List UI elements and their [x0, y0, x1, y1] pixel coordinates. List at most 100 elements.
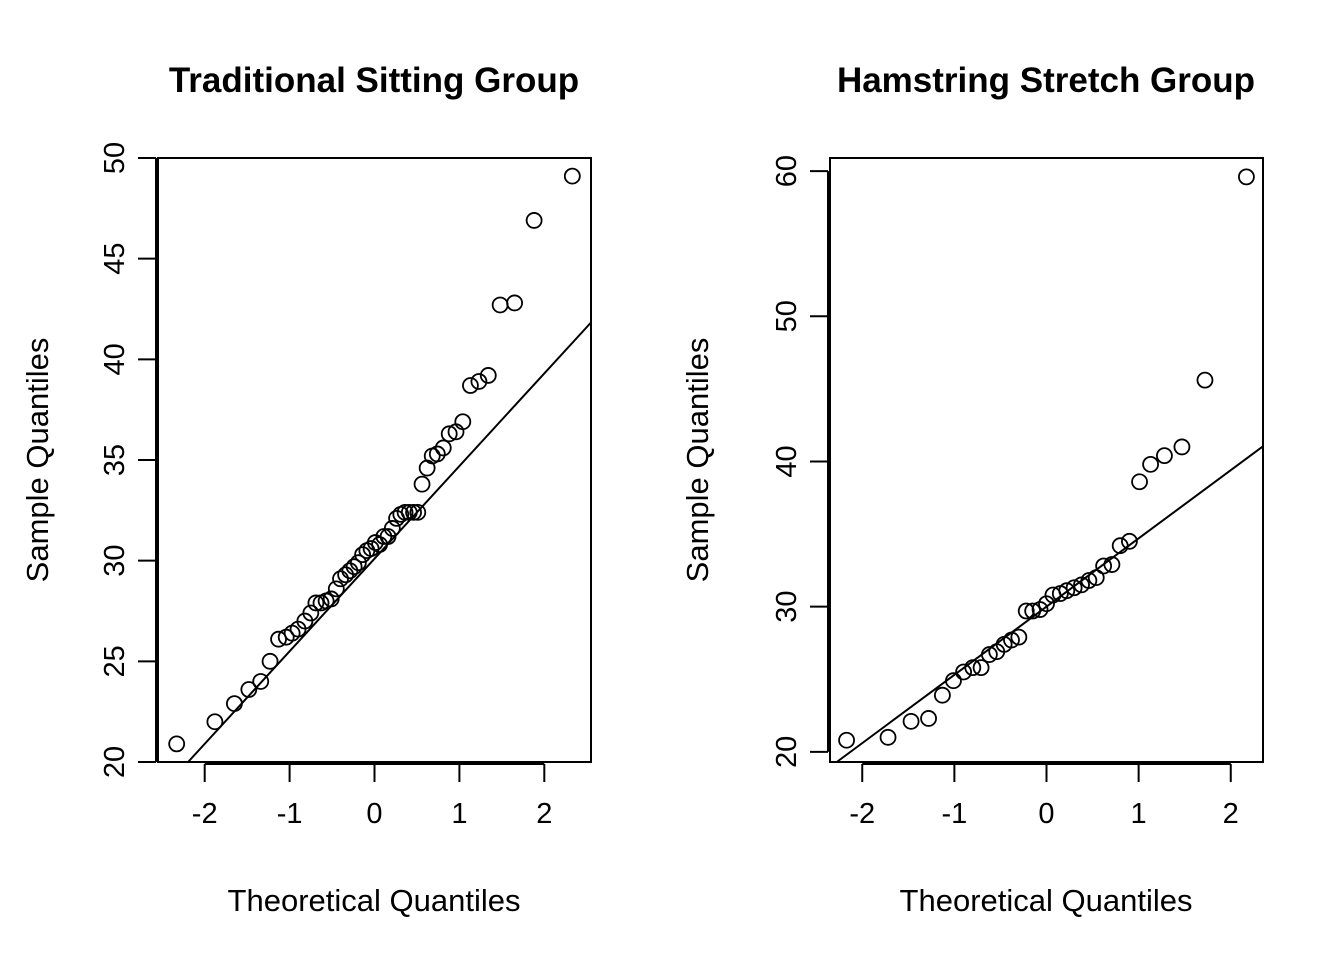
- x-tick-label: 2: [536, 798, 552, 830]
- data-point: [1142, 455, 1160, 473]
- data-point: [405, 503, 422, 521]
- data-point: [168, 735, 186, 753]
- data-point: [491, 296, 509, 314]
- y-tick-label: 50: [99, 142, 131, 174]
- data-point: [307, 594, 325, 612]
- panel-traditional-sitting: Traditional Sitting Group Theoretical Qu…: [20, 61, 592, 918]
- data-point: [428, 445, 446, 463]
- data-point: [206, 713, 224, 731]
- y-tick-label: 45: [99, 243, 131, 275]
- x-tick-label: 2: [1223, 798, 1239, 830]
- data-point: [1010, 628, 1028, 646]
- y-tick-label: 60: [771, 155, 803, 187]
- data-point: [349, 554, 367, 572]
- data-point: [972, 659, 990, 677]
- data-point: [379, 528, 397, 545]
- y-axis: 20 30 40 50 60: [771, 155, 829, 768]
- x-tick-label: -2: [849, 798, 875, 830]
- data-point: [270, 630, 287, 648]
- plot-frame: [157, 157, 592, 763]
- data-point: [525, 212, 543, 229]
- x-tick-label: -2: [192, 798, 218, 830]
- y-tick-label: 35: [99, 444, 131, 476]
- data-point: [1058, 582, 1076, 600]
- data-point: [337, 566, 355, 584]
- data-point: [920, 710, 937, 727]
- data-points: [838, 168, 1255, 749]
- x-tick-label: -1: [277, 798, 303, 830]
- data-point: [413, 475, 431, 493]
- data-point: [1087, 569, 1105, 587]
- qq-reference-line: [836, 445, 1264, 763]
- reference-line-group: [836, 445, 1264, 763]
- chart-title: Traditional Sitting Group: [169, 61, 579, 100]
- data-point: [1024, 602, 1042, 620]
- data-point: [1121, 532, 1138, 550]
- data-point: [226, 695, 243, 713]
- y-tick-label: 50: [771, 300, 803, 332]
- chart-title: Hamstring Stretch Group: [837, 61, 1255, 100]
- data-point: [838, 731, 855, 749]
- data-point: [252, 673, 270, 690]
- data-point: [332, 570, 349, 588]
- data-point: [240, 681, 258, 698]
- data-point: [345, 558, 363, 576]
- data-point: [1095, 557, 1113, 575]
- plot-frame: [829, 157, 1264, 763]
- data-point: [409, 503, 427, 521]
- y-tick-label: 30: [771, 591, 803, 623]
- data-point: [400, 503, 418, 521]
- data-point: [1196, 371, 1214, 389]
- x-tick-label: -1: [941, 798, 967, 830]
- data-point: [879, 728, 897, 746]
- data-point: [563, 167, 581, 185]
- data-point: [396, 503, 414, 521]
- y-axis: 20 25 30 35 40 45 50: [99, 142, 157, 778]
- x-axis: -2 -1 0 1 2: [849, 763, 1239, 830]
- data-point: [1156, 447, 1173, 465]
- y-axis-label: Sample Quantiles: [680, 338, 715, 583]
- data-point: [1111, 537, 1129, 555]
- data-point: [980, 646, 998, 663]
- data-point: [1173, 438, 1191, 456]
- y-tick-label: 40: [771, 445, 803, 477]
- data-point: [383, 520, 401, 537]
- data-point: [1131, 473, 1148, 491]
- y-tick-label: 25: [99, 645, 131, 677]
- data-point: [327, 580, 345, 598]
- data-point: [1038, 595, 1055, 613]
- data-point: [1017, 602, 1035, 620]
- data-point: [434, 439, 452, 457]
- x-tick-label: 0: [366, 798, 382, 830]
- y-tick-label: 20: [771, 736, 803, 768]
- data-point: [1238, 168, 1255, 186]
- y-tick-label: 20: [99, 746, 131, 778]
- data-point: [506, 294, 523, 312]
- data-point: [964, 659, 982, 677]
- data-point: [1103, 556, 1121, 573]
- x-axis-label: Theoretical Quantiles: [228, 883, 521, 918]
- data-point: [1003, 631, 1020, 649]
- data-point: [1065, 579, 1083, 597]
- data-point: [322, 590, 340, 608]
- x-tick-label: 1: [451, 798, 467, 830]
- data-point: [462, 377, 479, 394]
- data-point: [354, 546, 372, 564]
- data-point: [454, 413, 472, 431]
- x-tick-label: 1: [1131, 798, 1147, 830]
- y-tick-label: 40: [99, 343, 131, 375]
- x-tick-label: 0: [1038, 798, 1054, 830]
- data-point: [261, 652, 279, 670]
- data-point: [341, 562, 359, 580]
- data-point: [933, 686, 951, 704]
- x-axis-label: Theoretical Quantiles: [900, 883, 1193, 918]
- data-point: [302, 604, 320, 622]
- data-point: [902, 712, 920, 730]
- data-point: [440, 425, 458, 443]
- data-point: [470, 373, 488, 390]
- panel-hamstring-stretch: Hamstring Stretch Group Theoretical Quan…: [680, 61, 1264, 918]
- y-axis-label: Sample Quantiles: [20, 338, 55, 583]
- data-point: [479, 367, 497, 384]
